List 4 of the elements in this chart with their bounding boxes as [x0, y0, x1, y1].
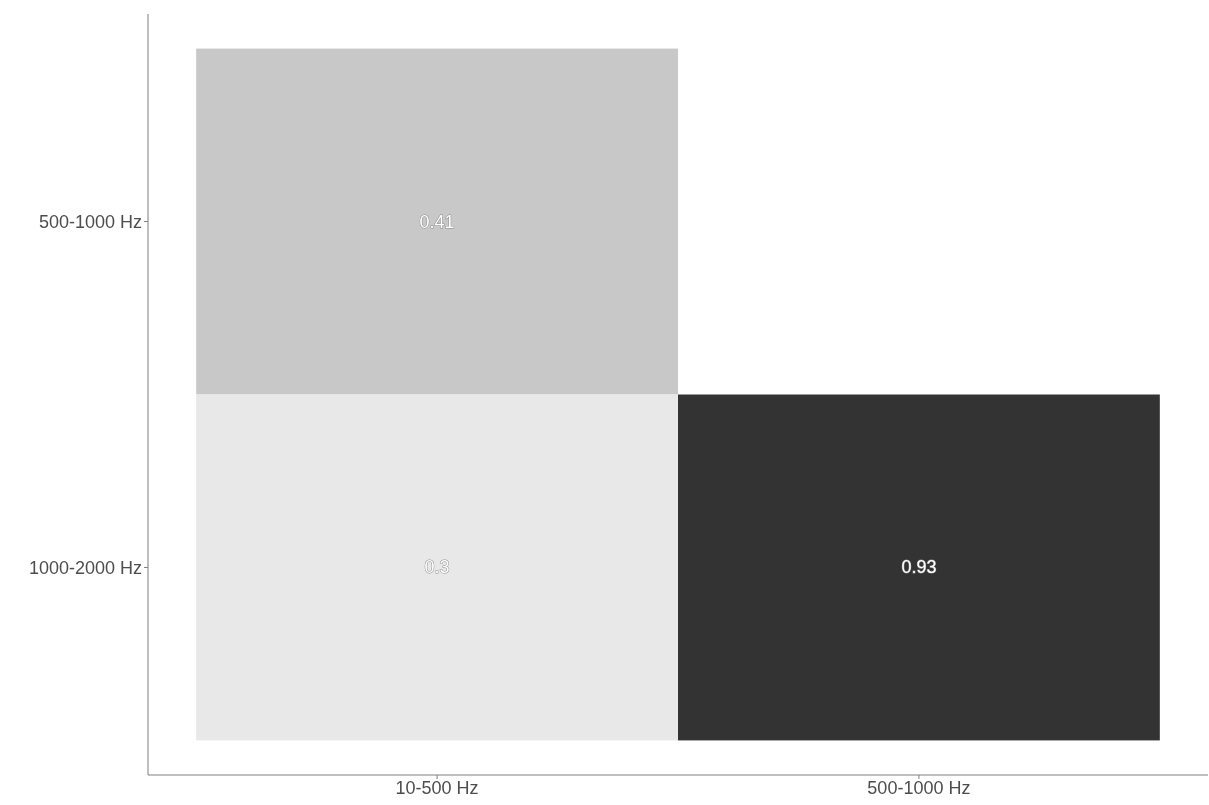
data-label: 0.3 [424, 557, 450, 578]
data-label: 0.93 [901, 557, 937, 578]
y-tick-label: 1000-2000 Hz [28, 557, 142, 578]
x-tick-label: 10-500 Hz [395, 777, 479, 798]
